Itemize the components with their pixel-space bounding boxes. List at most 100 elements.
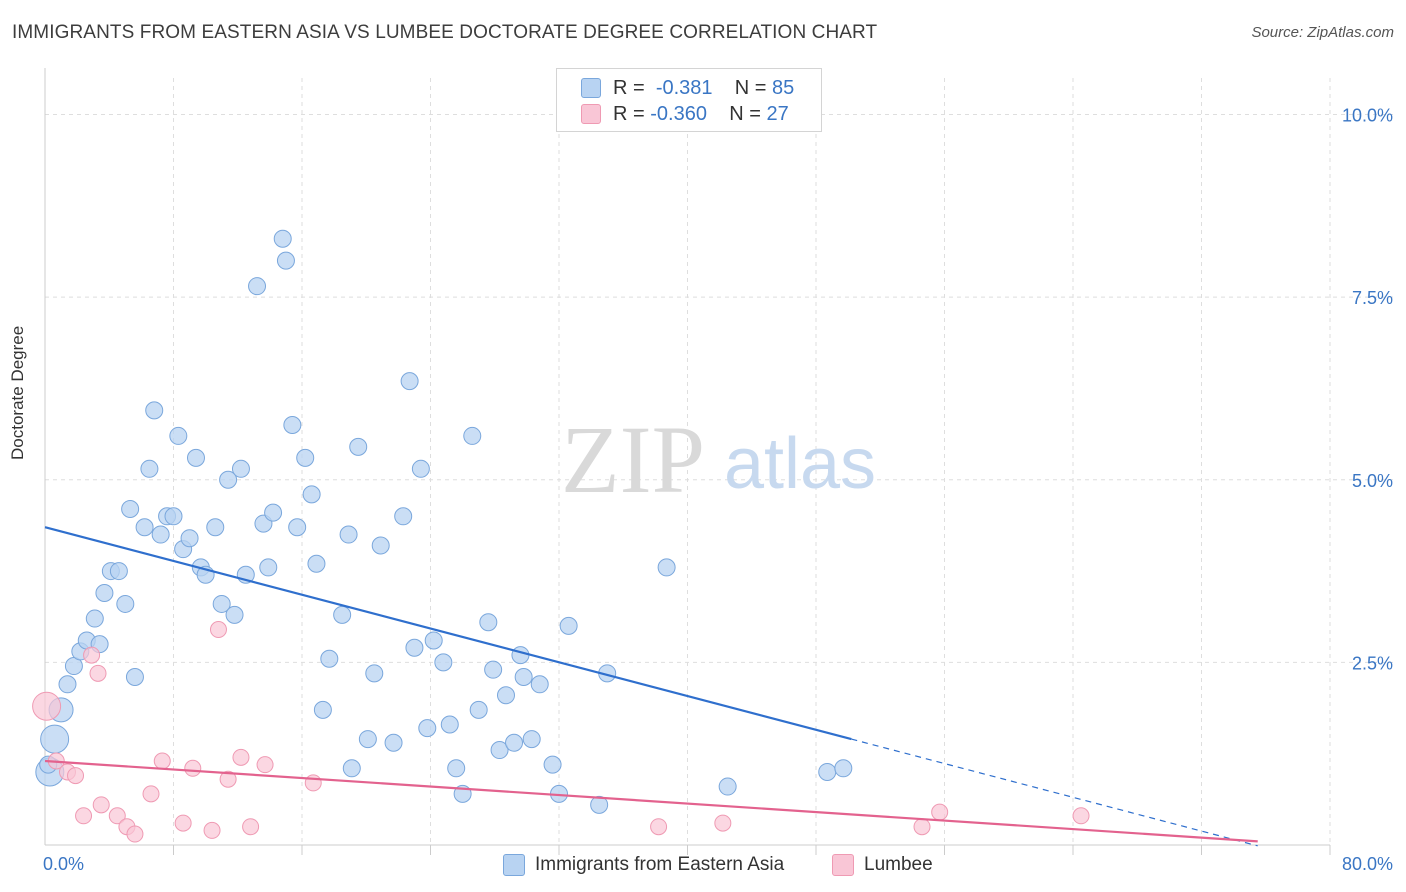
point-immigrants [264, 503, 283, 522]
point-immigrants [219, 470, 238, 489]
point-immigrants [511, 646, 530, 665]
bottom-legend-swatch-blue [503, 854, 525, 876]
point-lumbee [232, 748, 250, 766]
point-lumbee [174, 814, 192, 832]
point-lumbee [203, 821, 221, 839]
point-immigrants [349, 437, 368, 456]
point-immigrants [333, 605, 352, 624]
y-axis-label: Doctorate Degree [8, 325, 27, 460]
point-immigrants [95, 583, 114, 602]
point-immigrants [479, 613, 498, 632]
bottom-legend-label: Lumbee [864, 854, 933, 875]
legend-r-label: R = [613, 102, 645, 125]
point-immigrants [358, 730, 377, 749]
trend-line-lumbee [44, 759, 1258, 843]
point-immigrants [313, 700, 332, 719]
point-immigrants [818, 762, 837, 781]
point-immigrants [590, 795, 609, 814]
point-immigrants [180, 529, 199, 548]
point-lumbee [108, 807, 126, 825]
legend-n-value: 85 [772, 76, 795, 99]
point-lumbee [219, 770, 237, 788]
point-lumbee [209, 621, 227, 639]
point-immigrants [259, 558, 278, 577]
point-immigrants [424, 631, 443, 650]
legend-row-immigrants: R = -0.381 N = 85 [581, 76, 794, 100]
legend-n-label: N = [729, 102, 761, 125]
correlation-legend: R = -0.381 N = 85 R = -0.360 N = 27 [556, 68, 822, 132]
point-immigrants [273, 229, 292, 248]
bottom-legend-label: Immigrants from Eastern Asia [535, 854, 785, 875]
y-tick-label: 2.5% [1352, 653, 1393, 673]
point-immigrants [440, 715, 459, 734]
legend-r-label: R = [613, 76, 645, 99]
legend-r-value: -0.360 [650, 102, 707, 125]
point-immigrants [505, 733, 524, 752]
point-lumbee [650, 818, 668, 836]
point-immigrants [140, 459, 159, 478]
watermark: ZIP atlas [561, 406, 876, 513]
watermark-atlas: atlas [724, 424, 876, 504]
point-immigrants [514, 667, 533, 686]
point-immigrants [543, 755, 562, 774]
point-immigrants [302, 485, 321, 504]
point-immigrants [125, 667, 144, 686]
point-immigrants [206, 518, 225, 537]
point-immigrants [116, 594, 135, 613]
point-lumbee [153, 752, 171, 770]
point-immigrants [522, 730, 541, 749]
point-immigrants [151, 525, 170, 544]
x-tick-label: 80.0% [1342, 854, 1393, 874]
point-immigrants [320, 649, 339, 668]
point-lumbee [142, 785, 160, 803]
y-tick-label: 7.5% [1352, 288, 1393, 308]
chart-title: IMMIGRANTS FROM EASTERN ASIA VS LUMBEE D… [12, 22, 878, 43]
point-immigrants [559, 616, 578, 635]
point-immigrants [248, 277, 267, 296]
point-immigrants [394, 507, 413, 526]
point-immigrants [145, 401, 164, 420]
legend-swatch-pink [581, 104, 601, 124]
point-immigrants [85, 609, 104, 628]
trend-line-immigrants-extension [851, 738, 1258, 847]
point-lumbee [67, 767, 85, 785]
point-immigrants [283, 415, 302, 434]
point-immigrants [109, 562, 128, 581]
point-immigrants [342, 759, 361, 778]
point-immigrants [496, 686, 515, 705]
point-immigrants [657, 558, 676, 577]
chart-source: Source: ZipAtlas.com [1251, 24, 1394, 41]
y-tick-label: 5.0% [1352, 471, 1393, 491]
trend-lines [44, 526, 1258, 847]
point-lumbee [931, 803, 949, 821]
tick-labels: 2.5% 5.0% 7.5% 10.0% 0.0% 80.0% [43, 106, 1393, 874]
series-immigrants-points [35, 229, 853, 814]
point-immigrants [276, 251, 295, 270]
point-immigrants [384, 733, 403, 752]
point-immigrants [463, 426, 482, 445]
bottom-legend-swatch-pink [832, 854, 854, 876]
point-lumbee [256, 756, 274, 774]
point-immigrants [405, 638, 424, 657]
watermark-zip: ZIP [561, 406, 705, 513]
point-immigrants [490, 741, 509, 760]
point-lumbee [32, 691, 62, 721]
grid-lines [45, 78, 1393, 845]
point-immigrants [121, 499, 140, 518]
trend-line-immigrants [44, 526, 852, 741]
point-lumbee [89, 664, 107, 682]
point-immigrants [469, 700, 488, 719]
point-immigrants [225, 605, 244, 624]
point-immigrants [484, 660, 503, 679]
point-immigrants [365, 664, 384, 683]
point-immigrants [135, 518, 154, 537]
point-immigrants [231, 459, 250, 478]
point-lumbee [913, 818, 931, 836]
y-tick-label: 10.0% [1342, 106, 1393, 126]
point-lumbee [1072, 807, 1090, 825]
point-immigrants [434, 653, 453, 672]
point-immigrants [186, 448, 205, 467]
point-immigrants [718, 777, 737, 796]
legend-r-value: -0.381 [655, 76, 713, 99]
